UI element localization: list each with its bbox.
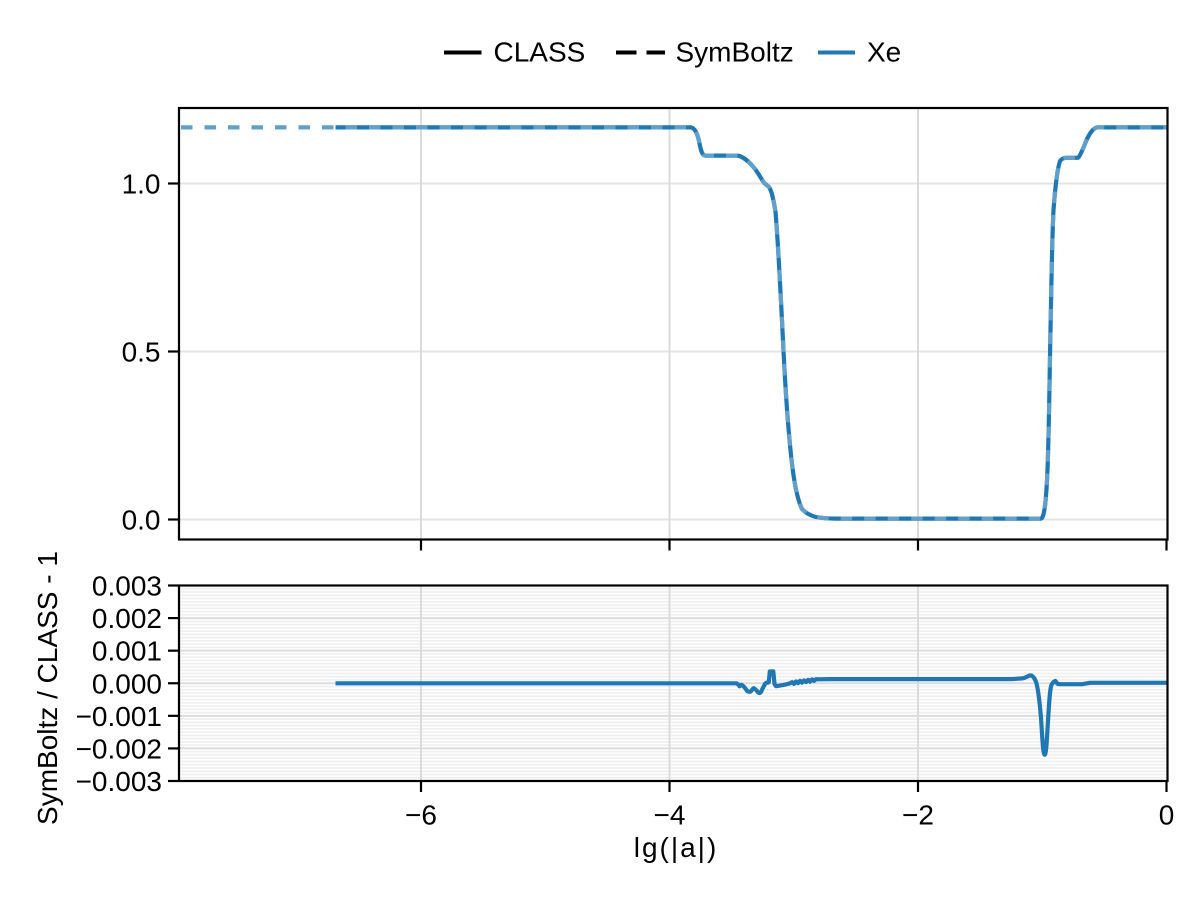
svg-text:0.5: 0.5 bbox=[122, 337, 161, 368]
svg-text:0.0: 0.0 bbox=[122, 505, 161, 536]
svg-text:Xe: Xe bbox=[867, 37, 901, 68]
svg-text:CLASS: CLASS bbox=[494, 37, 586, 68]
svg-text:0: 0 bbox=[1159, 800, 1175, 831]
svg-text:−0.003: −0.003 bbox=[76, 766, 162, 797]
svg-text:1.0: 1.0 bbox=[122, 169, 161, 200]
svg-text:SymBoltz: SymBoltz bbox=[676, 37, 794, 68]
svg-text:lg(|a|): lg(|a|) bbox=[634, 832, 719, 863]
svg-text:0.003: 0.003 bbox=[92, 571, 162, 602]
svg-text:−4: −4 bbox=[654, 800, 686, 831]
svg-text:0.001: 0.001 bbox=[92, 636, 162, 667]
svg-text:0.002: 0.002 bbox=[92, 603, 162, 634]
svg-text:SymBoltz / CLASS - 1: SymBoltz / CLASS - 1 bbox=[32, 551, 63, 825]
svg-text:−2: −2 bbox=[902, 800, 934, 831]
svg-text:−6: −6 bbox=[405, 800, 437, 831]
svg-text:−0.002: −0.002 bbox=[76, 733, 162, 764]
svg-text:0.000: 0.000 bbox=[92, 668, 162, 699]
svg-text:−0.001: −0.001 bbox=[76, 701, 162, 732]
